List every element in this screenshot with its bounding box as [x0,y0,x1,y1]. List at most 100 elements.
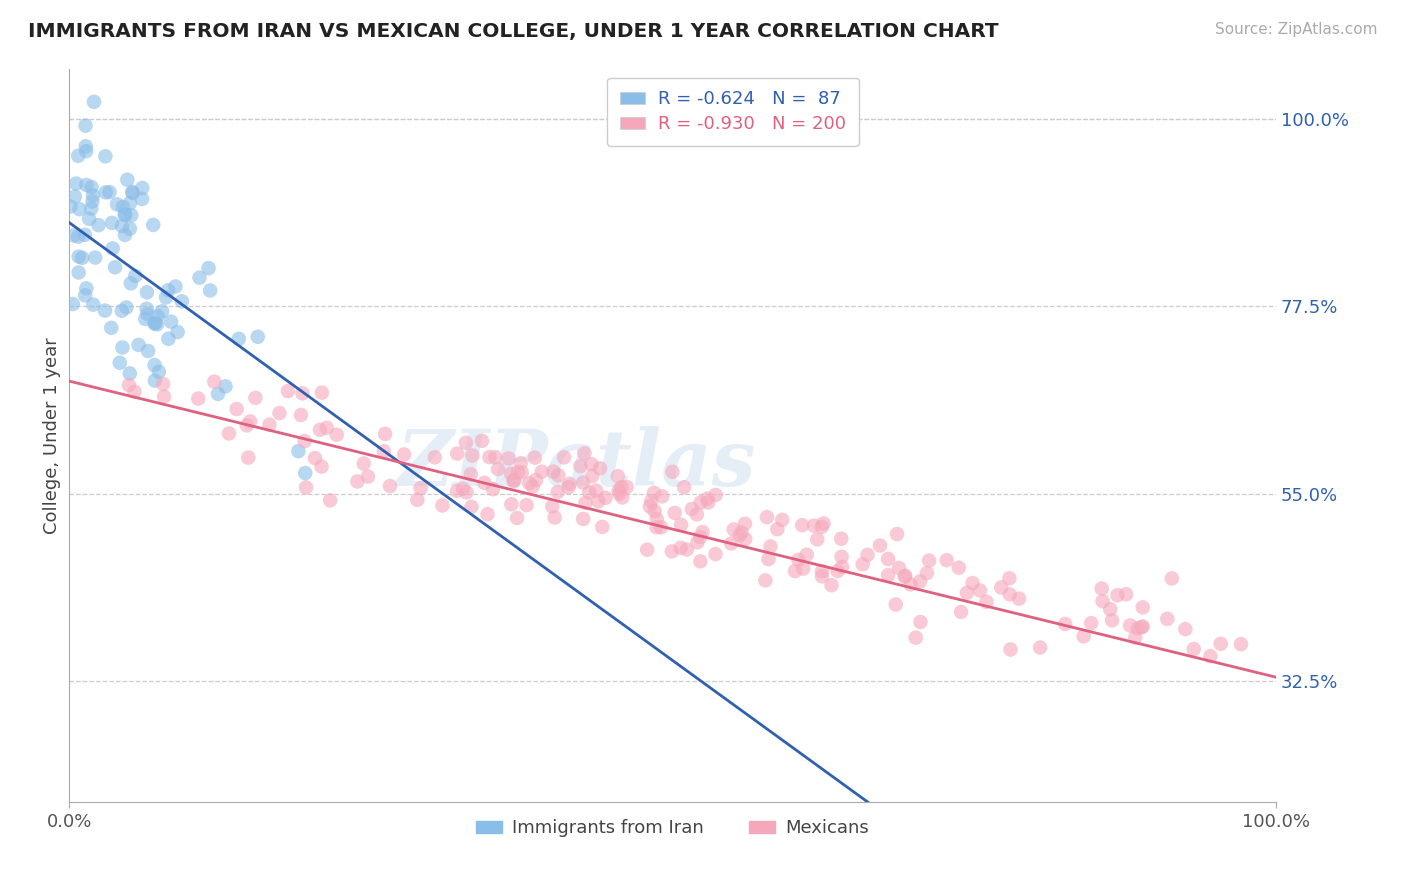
Point [704,547,727,561]
Point [581,469,603,483]
Point [63,228,86,243]
Point [501,497,523,511]
Point [451,482,474,496]
Point [574,446,596,460]
Point [1107,588,1129,602]
Point [82,194,104,209]
Point [392,447,415,461]
Point [689,495,711,509]
Point [787,553,810,567]
Point [877,568,900,582]
Point [121,186,143,200]
Point [406,492,429,507]
Point [114,227,136,242]
Point [456,485,478,500]
Point [460,500,482,514]
Point [118,221,141,235]
Point [704,488,727,502]
Point [111,200,134,214]
Point [80,202,103,216]
Point [259,417,281,432]
Point [100,320,122,334]
Point [105,197,128,211]
Point [661,544,683,558]
Point [1174,622,1197,636]
Point [87,218,110,232]
Point [152,377,174,392]
Point [143,317,166,331]
Point [831,560,853,574]
Point [353,457,375,471]
Point [143,358,166,372]
Point [1126,622,1149,636]
Point [806,533,828,547]
Point [94,149,117,163]
Point [558,476,581,491]
Point [813,516,835,531]
Point [609,487,631,501]
Point [796,548,818,562]
Point [197,261,219,276]
Point [792,518,814,533]
Point [856,548,879,562]
Point [516,498,538,512]
Point [544,510,567,524]
Point [1115,587,1137,601]
Point [638,500,661,514]
Point [962,576,984,591]
Point [935,553,957,567]
Point [830,532,852,546]
Point [236,418,259,433]
Point [643,486,665,500]
Point [373,444,395,458]
Point [530,465,553,479]
Point [82,298,104,312]
Point [578,485,600,500]
Point [378,479,401,493]
Point [990,581,1012,595]
Point [651,489,673,503]
Point [143,374,166,388]
Point [588,494,610,508]
Point [675,542,697,557]
Point [877,552,900,566]
Point [1008,591,1031,606]
Point [246,330,269,344]
Point [792,561,814,575]
Point [63,189,86,203]
Point [69,202,91,217]
Point [664,506,686,520]
Point [669,541,692,555]
Point [486,462,509,476]
Point [461,449,484,463]
Point [730,525,752,540]
Point [309,423,332,437]
Point [758,552,780,566]
Point [294,466,316,480]
Point [319,493,342,508]
Point [692,524,714,539]
Point [723,523,745,537]
Point [315,421,337,435]
Point [166,325,188,339]
Point [75,178,97,192]
Point [75,281,97,295]
Point [134,312,156,326]
Point [165,279,187,293]
Point [1099,602,1122,616]
Point [65,177,87,191]
Point [67,149,90,163]
Point [82,188,104,202]
Point [446,447,468,461]
Point [969,583,991,598]
Point [454,435,477,450]
Point [62,297,84,311]
Point [1080,616,1102,631]
Point [142,218,165,232]
Point [636,542,658,557]
Point [894,568,917,582]
Point [75,139,97,153]
Point [754,574,776,588]
Point [128,338,150,352]
Text: ZIPatlas: ZIPatlas [396,426,756,503]
